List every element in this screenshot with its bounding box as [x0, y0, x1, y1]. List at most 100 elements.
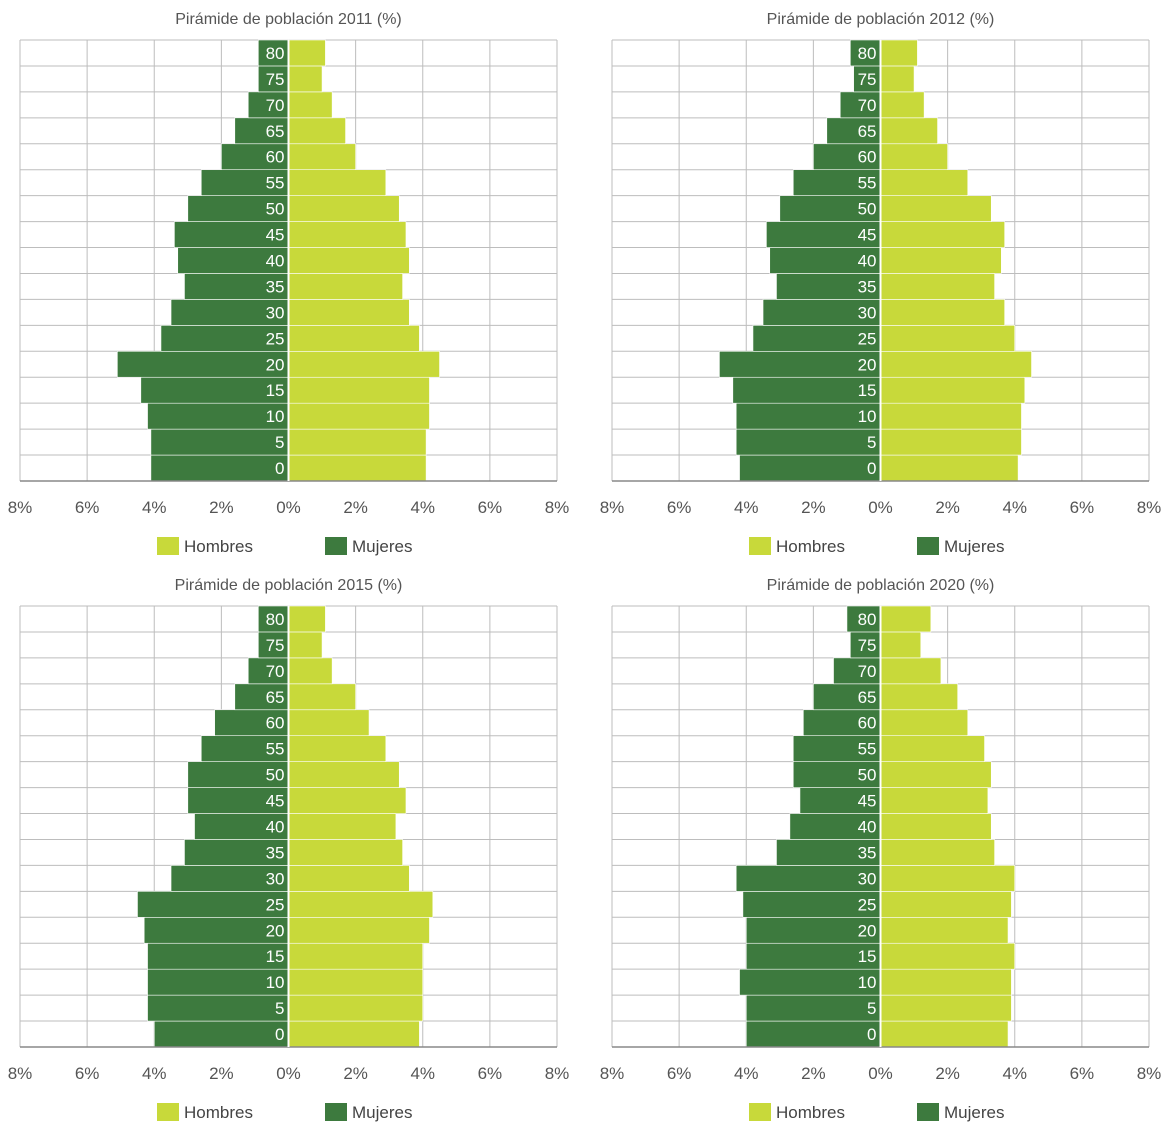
age-label: 75	[266, 70, 285, 89]
legend-swatch-mujeres	[917, 1103, 939, 1121]
x-tick-label: 8%	[1137, 1064, 1162, 1083]
age-label: 25	[858, 329, 877, 348]
age-label: 30	[266, 303, 285, 322]
bar-hombres	[288, 454, 427, 482]
age-label: 15	[858, 381, 877, 400]
legend-swatch-hombres	[749, 537, 771, 555]
bar-mujeres	[187, 787, 289, 814]
age-label: 75	[266, 636, 285, 655]
bar-mujeres	[147, 994, 289, 1022]
legend-label-hombres: Hombres	[776, 537, 845, 556]
bar-mujeres	[257, 605, 289, 633]
age-label: 15	[858, 947, 877, 966]
bar-mujeres	[160, 325, 289, 352]
age-label: 60	[858, 148, 877, 167]
bar-hombres	[880, 325, 1016, 352]
age-label: 20	[858, 355, 877, 374]
x-tick-label: 4%	[410, 498, 435, 517]
bar-mujeres	[184, 839, 289, 866]
age-label: 0	[275, 1025, 284, 1044]
x-tick-label: 6%	[75, 1064, 100, 1083]
x-tick-label: 4%	[1002, 1064, 1027, 1083]
pyramid-svg: Pirámide de población 2012 (%) 8% 6% 4% 2% 0%…	[600, 11, 1162, 556]
bar-hombres	[288, 787, 407, 814]
bar-mujeres	[833, 657, 881, 685]
bar-hombres	[880, 865, 1016, 892]
bar-hombres	[880, 454, 1019, 482]
bar-mujeres	[117, 350, 289, 378]
age-label: 50	[858, 200, 877, 219]
bar-hombres	[880, 143, 948, 171]
bar-hombres	[880, 247, 1002, 274]
bar-mujeres	[247, 91, 289, 119]
bar-hombres	[288, 865, 410, 892]
bar-mujeres	[849, 631, 881, 659]
age-label: 80	[266, 610, 285, 629]
age-label: 65	[266, 688, 285, 707]
legend-swatch-hombres	[157, 1103, 179, 1121]
x-tick-label: 0%	[276, 498, 301, 517]
pyramid-svg: Pirámide de población 2011 (%) 8% 6% 4% 2% 0%…	[8, 11, 570, 556]
x-tick-label: 6%	[667, 1064, 692, 1083]
bar-hombres	[288, 891, 434, 918]
bar-hombres	[880, 402, 1022, 430]
age-label: 15	[266, 381, 285, 400]
bar-mujeres	[221, 143, 289, 171]
bar-hombres	[288, 39, 326, 67]
age-label: 35	[858, 277, 877, 296]
chart-title: Pirámide de población 2011 (%)	[175, 11, 402, 28]
x-tick-label: 2%	[935, 498, 960, 517]
age-label: 40	[858, 818, 877, 837]
x-tick-label: 8%	[545, 498, 570, 517]
bar-hombres	[288, 657, 333, 685]
bar-hombres	[880, 299, 1005, 326]
age-label: 35	[266, 843, 285, 862]
bar-hombres	[288, 350, 440, 378]
age-label: 25	[266, 895, 285, 914]
x-tick-label: 8%	[1137, 498, 1162, 517]
bar-hombres	[288, 117, 346, 145]
age-label: 25	[858, 895, 877, 914]
age-label: 25	[266, 329, 285, 348]
pyramid-chart-2015: Pirámide de población 2015 (%) 8% 6% 4% 2% 0%…	[0, 566, 580, 1126]
age-label: 20	[266, 921, 285, 940]
bar-hombres	[288, 761, 400, 788]
bar-hombres	[880, 376, 1026, 404]
age-label: 30	[858, 869, 877, 888]
bar-hombres	[288, 631, 323, 659]
pyramid-chart-2012: Pirámide de población 2012 (%) 8% 6% 4% 2% 0%…	[592, 0, 1172, 560]
bar-mujeres	[174, 221, 289, 248]
bar-hombres	[880, 169, 969, 196]
x-tick-label: 2%	[801, 1064, 826, 1083]
age-label: 70	[266, 96, 285, 115]
bar-mujeres	[194, 813, 289, 840]
age-label: 70	[266, 662, 285, 681]
chart-title: Pirámide de población 2015 (%)	[175, 577, 403, 594]
age-label: 60	[858, 714, 877, 733]
bar-hombres	[880, 683, 958, 711]
legend-label-mujeres: Mujeres	[944, 537, 1004, 556]
legend-label-hombres: Hombres	[184, 1103, 253, 1122]
bar-hombres	[288, 221, 407, 248]
bar-hombres	[880, 916, 1009, 944]
x-tick-label: 4%	[142, 498, 167, 517]
age-label: 55	[266, 740, 285, 759]
bar-mujeres	[234, 117, 289, 145]
bar-mujeres	[200, 735, 289, 762]
legend-label-mujeres: Mujeres	[944, 1103, 1004, 1122]
bar-mujeres	[799, 787, 881, 814]
age-label: 10	[266, 973, 285, 992]
x-tick-label: 0%	[868, 1064, 893, 1083]
bar-mujeres	[147, 968, 289, 996]
bar-hombres	[288, 605, 326, 633]
pyramid-chart-2020: Pirámide de población 2020 (%) 8% 6% 4% 2% 0%…	[592, 566, 1172, 1126]
bar-mujeres	[184, 273, 289, 300]
age-label: 75	[858, 636, 877, 655]
age-label: 55	[266, 174, 285, 193]
bar-hombres	[880, 428, 1022, 456]
x-tick-label: 4%	[734, 1064, 759, 1083]
age-label: 60	[266, 714, 285, 733]
bar-mujeres	[839, 91, 881, 119]
bar-mujeres	[143, 916, 289, 944]
bar-hombres	[880, 994, 1012, 1022]
